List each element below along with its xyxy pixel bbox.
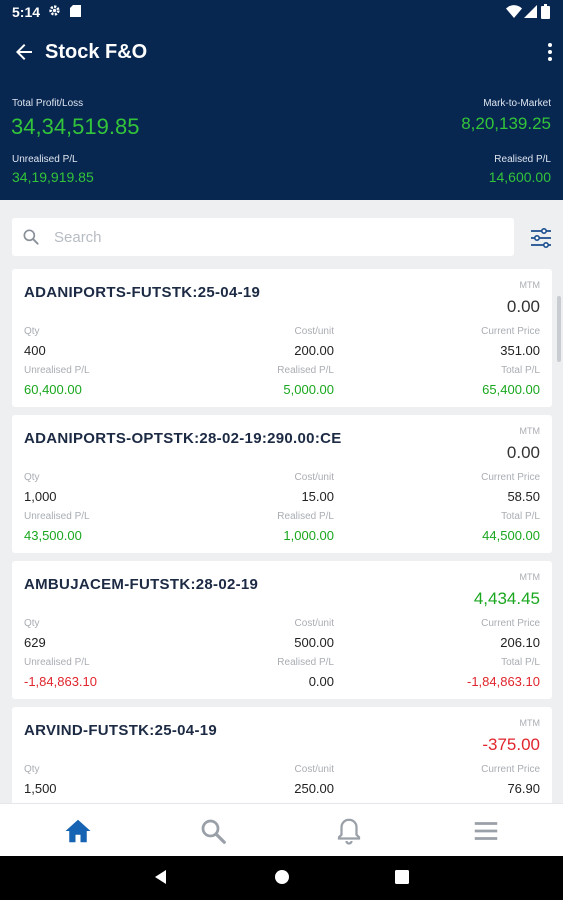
unrealised-label: Unrealised P/L [24, 657, 90, 668]
current-price-value: 58.50 [507, 489, 540, 504]
cost-label: Cost/unit [294, 326, 334, 337]
sd-card-icon [70, 5, 81, 17]
current-price-label: Current Price [481, 472, 540, 483]
qty-value: 400 [24, 343, 46, 358]
unrealised-value: -1,84,863.10 [24, 674, 98, 689]
unrealised-label: Unrealised P/L [24, 511, 90, 522]
back-arrow-icon[interactable] [12, 40, 36, 64]
realised-value: 1,000.00 [283, 528, 334, 543]
position-name: ARVIND-FUTSTK:25-04-19 [24, 722, 218, 739]
total-pl-value: 34,34,519.85 [11, 114, 140, 139]
header: Stock F&O Total Profit/Loss 34,34,519.85… [0, 24, 563, 200]
unrealised-pl-label: Unrealised P/L [12, 154, 78, 165]
realised-value: 5,000.00 [283, 382, 334, 397]
position-card[interactable]: ARVIND-FUTSTK:25-04-19 MTM -375.00 Qty 1… [12, 707, 552, 803]
realised-pl-value: 14,600.00 [488, 169, 551, 185]
position-name: AMBUJACEM-FUTSTK:28-02-19 [24, 576, 259, 593]
system-back-icon[interactable] [152, 868, 170, 886]
cost-value: 15.00 [301, 489, 334, 504]
mtm-label: Mark-to-Market [483, 98, 551, 109]
total-value: -1,84,863.10 [466, 674, 540, 689]
current-price-value: 351.00 [500, 343, 540, 358]
mtm-label: MTM [519, 280, 541, 290]
total-label: Total P/L [501, 365, 540, 376]
signal-icon [524, 5, 537, 18]
current-price-label: Current Price [481, 326, 540, 337]
unrealised-label: Unrealised P/L [24, 365, 90, 376]
cost-value: 250.00 [294, 781, 334, 796]
settings-icon [49, 5, 60, 16]
cost-label: Cost/unit [294, 618, 334, 629]
qty-value: 629 [24, 635, 46, 650]
position-card[interactable]: ADANIPORTS-FUTSTK:25-04-19 MTM 0.00 Qty … [12, 269, 552, 407]
mtm-value: -375.00 [482, 735, 540, 754]
wifi-icon [506, 5, 522, 18]
menu-icon[interactable] [471, 816, 501, 846]
unrealised-value: 43,500.00 [24, 528, 82, 543]
home-icon[interactable] [63, 816, 93, 846]
qty-label: Qty [24, 618, 40, 629]
mtm-label: MTM [519, 426, 541, 436]
realised-value: 0.00 [308, 674, 334, 689]
mtm-value: 0.00 [506, 297, 540, 316]
page-title: Stock F&O [45, 41, 148, 63]
more-options-icon[interactable] [538, 40, 562, 64]
realised-pl-label: Realised P/L [494, 154, 551, 165]
mtm-value: 4,434.45 [473, 589, 540, 608]
status-time: 5:14 [12, 4, 41, 20]
qty-value: 1,000 [24, 489, 57, 504]
position-card[interactable]: ADANIPORTS-OPTSTK:28-02-19:290.00:CE MTM… [12, 415, 552, 553]
current-price-value: 76.90 [507, 781, 540, 796]
total-label: Total P/L [501, 657, 540, 668]
status-bar: 5:14 [0, 0, 563, 24]
realised-label: Realised P/L [277, 657, 334, 668]
qty-value: 1,500 [24, 781, 57, 796]
current-price-label: Current Price [481, 618, 540, 629]
total-pl-label: Total Profit/Loss [12, 98, 84, 109]
position-card[interactable]: AMBUJACEM-FUTSTK:28-02-19 MTM 4,434.45 Q… [12, 561, 552, 699]
unrealised-value: 60,400.00 [24, 382, 82, 397]
cost-value: 200.00 [294, 343, 334, 358]
total-value: 44,500.00 [482, 528, 540, 543]
cost-label: Cost/unit [294, 472, 334, 483]
system-recents-icon[interactable] [393, 868, 411, 886]
cost-value: 500.00 [294, 635, 334, 650]
total-value: 65,400.00 [482, 382, 540, 397]
realised-label: Realised P/L [277, 511, 334, 522]
battery-icon [541, 4, 550, 19]
search-icon [23, 229, 39, 245]
mtm-value: 8,20,139.25 [461, 114, 551, 133]
scrollbar-thumb[interactable] [557, 296, 561, 362]
position-name: ADANIPORTS-FUTSTK:25-04-19 [24, 284, 261, 301]
qty-label: Qty [24, 472, 40, 483]
system-nav-bar [0, 856, 563, 900]
system-home-icon[interactable] [273, 868, 291, 886]
search-input[interactable] [54, 224, 494, 250]
positions-list: ADANIPORTS-FUTSTK:25-04-19 MTM 0.00 Qty … [12, 269, 552, 803]
search-icon[interactable] [198, 816, 228, 846]
mtm-value: 0.00 [506, 443, 540, 462]
qty-label: Qty [24, 764, 40, 775]
search-bar [12, 218, 514, 256]
position-name: ADANIPORTS-OPTSTK:28-02-19:290.00:CE [24, 430, 342, 447]
mtm-label: MTM [519, 572, 541, 582]
total-label: Total P/L [501, 511, 540, 522]
cost-label: Cost/unit [294, 764, 334, 775]
qty-label: Qty [24, 326, 40, 337]
bottom-nav [0, 803, 563, 856]
realised-label: Realised P/L [277, 365, 334, 376]
filter-icon[interactable] [528, 225, 554, 251]
current-price-label: Current Price [481, 764, 540, 775]
current-price-value: 206.10 [500, 635, 540, 650]
bell-icon[interactable] [334, 816, 364, 846]
unrealised-pl-value: 34,19,919.85 [12, 169, 94, 185]
mtm-label: MTM [519, 718, 541, 728]
